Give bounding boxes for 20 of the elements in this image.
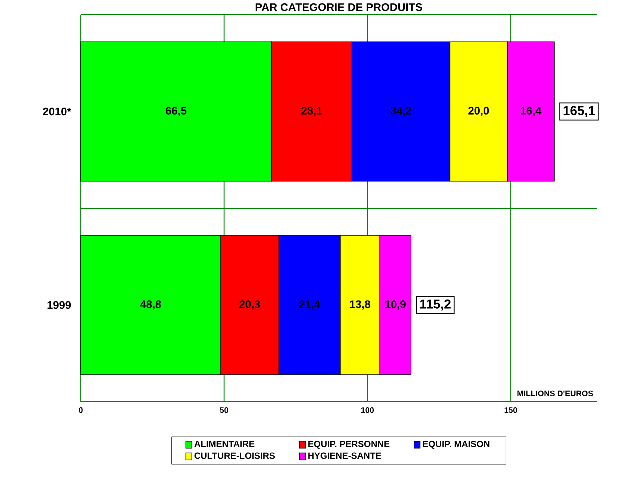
legend-label: HYGIENE-SANTE xyxy=(308,452,382,460)
data-label: 21,4 xyxy=(299,300,320,310)
data-label: 34,2 xyxy=(390,107,412,116)
legend-label: EQUIP. MAISON xyxy=(423,441,490,450)
total-label: 165,1 xyxy=(564,106,596,118)
legend-label: ALIMENTAIRE xyxy=(194,441,255,448)
data-label: 48,8 xyxy=(140,300,162,310)
data-label: 20,0 xyxy=(468,107,490,116)
data-label: 16,4 xyxy=(521,107,542,116)
data-label: 13,8 xyxy=(350,300,371,310)
data-label: 66,5 xyxy=(166,107,187,116)
legend-label: CULTURE-LOISIRS xyxy=(194,452,276,460)
total-label: 115,2 xyxy=(420,300,451,311)
data-label: 28,1 xyxy=(302,107,322,116)
data-label: 20,3 xyxy=(240,300,260,310)
data-label: 10,9 xyxy=(386,300,406,310)
legend-label: EQUIP. PERSONNE xyxy=(308,441,390,450)
chart-title: PAR CATEGORIE DE PRODUITS xyxy=(256,4,422,12)
y-tick-label: 2010* xyxy=(43,108,72,116)
y-tick-label: 1999 xyxy=(48,301,72,310)
